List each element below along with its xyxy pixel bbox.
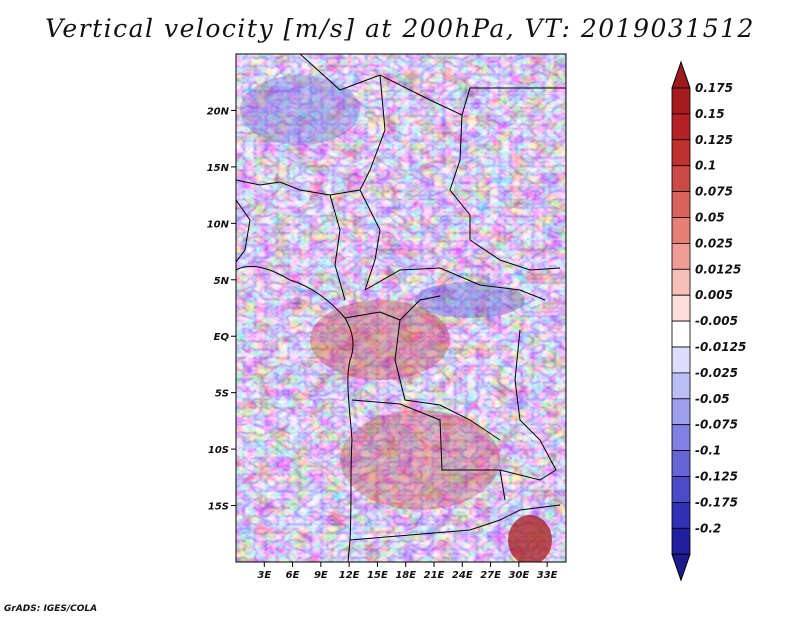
colorbar-label: 0.025 [695, 236, 733, 250]
colorbar-label: 0.15 [695, 107, 725, 121]
colorbar-label: 0.005 [695, 288, 733, 302]
colorbar-label: 0.0125 [695, 262, 741, 276]
colorbar-bottom-arrow [671, 553, 691, 582]
colorbar-segment [671, 113, 691, 141]
colorbar-label: -0.2 [695, 521, 721, 535]
colorbar-segment [671, 242, 691, 270]
colorbar-top-arrow [671, 60, 691, 89]
colorbar-segment [671, 165, 691, 192]
colorbar: 0.175 0.15 0.125 0.1 0.075 0.05 0.025 0.0125 0.0… [671, 60, 746, 582]
lon-tick-label: 30E [508, 570, 529, 581]
colorbar-segment [671, 501, 691, 529]
colorbar-label: -0.05 [695, 392, 730, 406]
colorbar-segment [671, 424, 691, 452]
colorbar-label: -0.025 [695, 366, 738, 380]
lon-tick-label: 33E [537, 570, 558, 581]
lat-tick-label: 5N [214, 276, 230, 287]
lat-tick-label: 20N [207, 106, 230, 117]
colorbar-label: -0.175 [695, 495, 738, 509]
grads-credit: GrADS: IGES/COLA [4, 604, 98, 614]
country-boundaries [236, 54, 566, 562]
colorbar-segment [671, 191, 691, 218]
lat-tick-label: 5S [215, 389, 229, 400]
colorbar-label: 0.125 [695, 133, 733, 147]
colorbar-segment [671, 268, 691, 296]
lat-tick-label: 10N [207, 219, 230, 230]
longitude-axis: 3E 6E 9E 12E 15E 18E 21E 24E 27E 30E 33E [257, 562, 558, 581]
colorbar-label: -0.1 [695, 444, 721, 458]
colorbar-segment [671, 320, 691, 348]
colorbar-segment [671, 346, 691, 374]
lat-tick-label: 15N [207, 163, 230, 174]
vertical-velocity-field [236, 54, 566, 562]
lon-tick-label: 3E [257, 570, 271, 581]
colorbar-label: -0.075 [695, 418, 738, 432]
colorbar-segment [671, 87, 691, 115]
lon-tick-label: 15E [367, 570, 388, 581]
colorbar-segment [671, 476, 691, 503]
lon-tick-label: 6E [286, 570, 300, 581]
latitude-axis: 20N 15N 10N 5N EQ 5S 10S 15S [207, 106, 236, 513]
colorbar-segment [671, 527, 691, 555]
lon-tick-label: 27E [480, 570, 501, 581]
lat-tick-label: 15S [208, 502, 229, 513]
colorbar-segment [671, 294, 691, 322]
colorbar-segment [671, 450, 691, 477]
colorbar-label: 0.175 [695, 81, 733, 95]
colorbar-label: -0.005 [695, 314, 738, 328]
colorbar-segment [671, 139, 691, 167]
colorbar-label: -0.0125 [695, 340, 746, 354]
colorbar-segment [671, 372, 691, 400]
plot-frame [235, 53, 567, 563]
plot-title: Vertical velocity [m/s] at 200hPa, VT: 2… [45, 14, 755, 43]
colorbar-label: 0.1 [695, 159, 716, 173]
lat-tick-label: 10S [208, 445, 229, 456]
lon-tick-label: 21E [424, 570, 445, 581]
lat-tick-label: EQ [214, 332, 230, 343]
lon-tick-label: 12E [339, 570, 360, 581]
colorbar-label: -0.125 [695, 470, 738, 484]
lon-tick-label: 18E [395, 570, 416, 581]
colorbar-segment [671, 217, 691, 244]
lon-tick-label: 24E [452, 570, 473, 581]
colorbar-label: 0.075 [695, 185, 733, 199]
colorbar-label: 0.05 [695, 211, 725, 225]
lon-tick-label: 9E [314, 570, 328, 581]
colorbar-segment [671, 398, 691, 426]
